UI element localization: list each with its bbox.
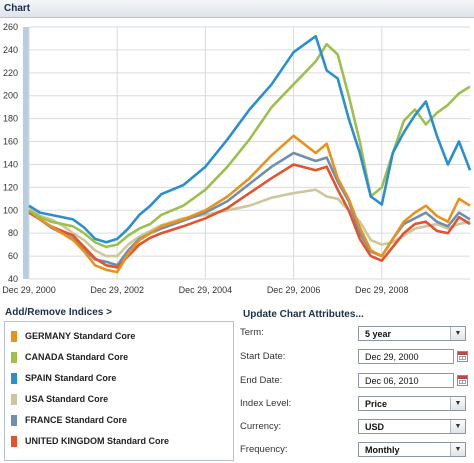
series-line <box>28 42 471 249</box>
chart-header-title: Chart <box>4 3 31 14</box>
index-level-label: Index Level: <box>240 398 292 409</box>
x-tick-label: Dec 29, 2004 <box>179 285 233 295</box>
index-level-select[interactable]: Price ▼ <box>358 396 466 411</box>
x-axis-ticks: Dec 29, 2000 Dec 29, 2002 Dec 29, 2004 Dec … <box>2 285 408 295</box>
chart-scrollbar[interactable] <box>23 27 29 279</box>
legend-label: USA Standard Core <box>25 394 109 404</box>
x-tick-label: Dec 29, 2002 <box>90 285 144 295</box>
legend-label: GERMANY Standard Core <box>25 331 136 341</box>
y-tick-label: 200 <box>3 91 18 101</box>
y-tick-label: 120 <box>3 182 18 192</box>
start-date-value: Dec 29, 2000 <box>365 352 419 362</box>
legend-swatch <box>11 436 17 447</box>
end-date-label: End Date: <box>240 375 283 386</box>
legend-swatch <box>11 331 17 342</box>
legend-label: SPAIN Standard Core <box>25 373 117 383</box>
series-line <box>28 134 471 274</box>
legend-swatch <box>11 415 17 426</box>
start-date-label: Start Date: <box>240 351 286 362</box>
legend-swatch <box>11 394 17 405</box>
y-tick-label: 160 <box>3 137 18 147</box>
series-lines <box>28 34 472 274</box>
y-tick-label: 60 <box>8 251 18 261</box>
end-date-value: Dec 06, 2010 <box>365 376 419 386</box>
calendar-icon[interactable] <box>457 351 468 362</box>
y-tick-label: 40 <box>8 274 18 284</box>
y-tick-label: 220 <box>3 68 18 78</box>
y-axis-ticks: 40 60 80 100 120 140 160 180 200 220 240 260 <box>3 22 18 284</box>
series-line <box>28 34 472 244</box>
y-tick-label: 260 <box>3 22 18 32</box>
legend-swatch <box>11 352 17 363</box>
legend-label: UNITED KINGDOM Standard Core <box>25 436 170 446</box>
currency-select[interactable]: USD ▼ <box>358 419 466 434</box>
calendar-icon[interactable] <box>457 375 468 386</box>
chevron-down-icon[interactable]: ▼ <box>450 420 465 433</box>
y-tick-label: 240 <box>3 45 18 55</box>
legend-label: CANADA Standard Core <box>25 352 129 362</box>
chevron-down-icon[interactable]: ▼ <box>450 327 465 340</box>
series-line <box>28 163 471 269</box>
line-chart: 40 60 80 100 120 140 160 180 200 220 240 260 Dec 29… <box>0 18 474 302</box>
chevron-down-icon[interactable]: ▼ <box>450 397 465 410</box>
frequency-label: Frequency: <box>240 444 288 455</box>
term-value: 5 year <box>365 329 392 339</box>
chevron-down-icon[interactable]: ▼ <box>450 443 465 456</box>
frequency-select[interactable]: Monthly ▼ <box>358 442 466 457</box>
legend-swatch <box>11 373 17 384</box>
index-level-value: Price <box>365 399 388 409</box>
term-select[interactable]: 5 year ▼ <box>358 326 466 341</box>
legend-title[interactable]: Add/Remove Indices > <box>5 307 112 318</box>
series-line <box>28 188 471 258</box>
legend-panel: GERMANY Standard Core CANADA Standard Co… <box>4 321 234 461</box>
legend-label: FRANCE Standard Core <box>25 415 128 425</box>
y-tick-label: 140 <box>3 159 18 169</box>
attributes-title: Update Chart Attributes... <box>243 309 364 320</box>
y-tick-label: 100 <box>3 205 18 215</box>
term-label: Term: <box>240 327 264 338</box>
y-tick-label: 80 <box>8 228 18 238</box>
x-tick-label: Dec 29, 2008 <box>355 285 409 295</box>
x-tick-label: Dec 29, 2006 <box>267 285 321 295</box>
plot-background <box>0 18 474 302</box>
grid-lines <box>28 26 470 280</box>
currency-label: Currency: <box>240 421 282 432</box>
end-date-field[interactable]: Dec 06, 2010 <box>358 373 454 388</box>
frequency-value: Monthly <box>365 445 400 455</box>
y-tick-label: 180 <box>3 114 18 124</box>
x-tick-label: Dec 29, 2000 <box>2 285 56 295</box>
currency-value: USD <box>365 422 385 432</box>
start-date-field[interactable]: Dec 29, 2000 <box>358 349 454 364</box>
chart-header: Chart <box>0 0 474 18</box>
